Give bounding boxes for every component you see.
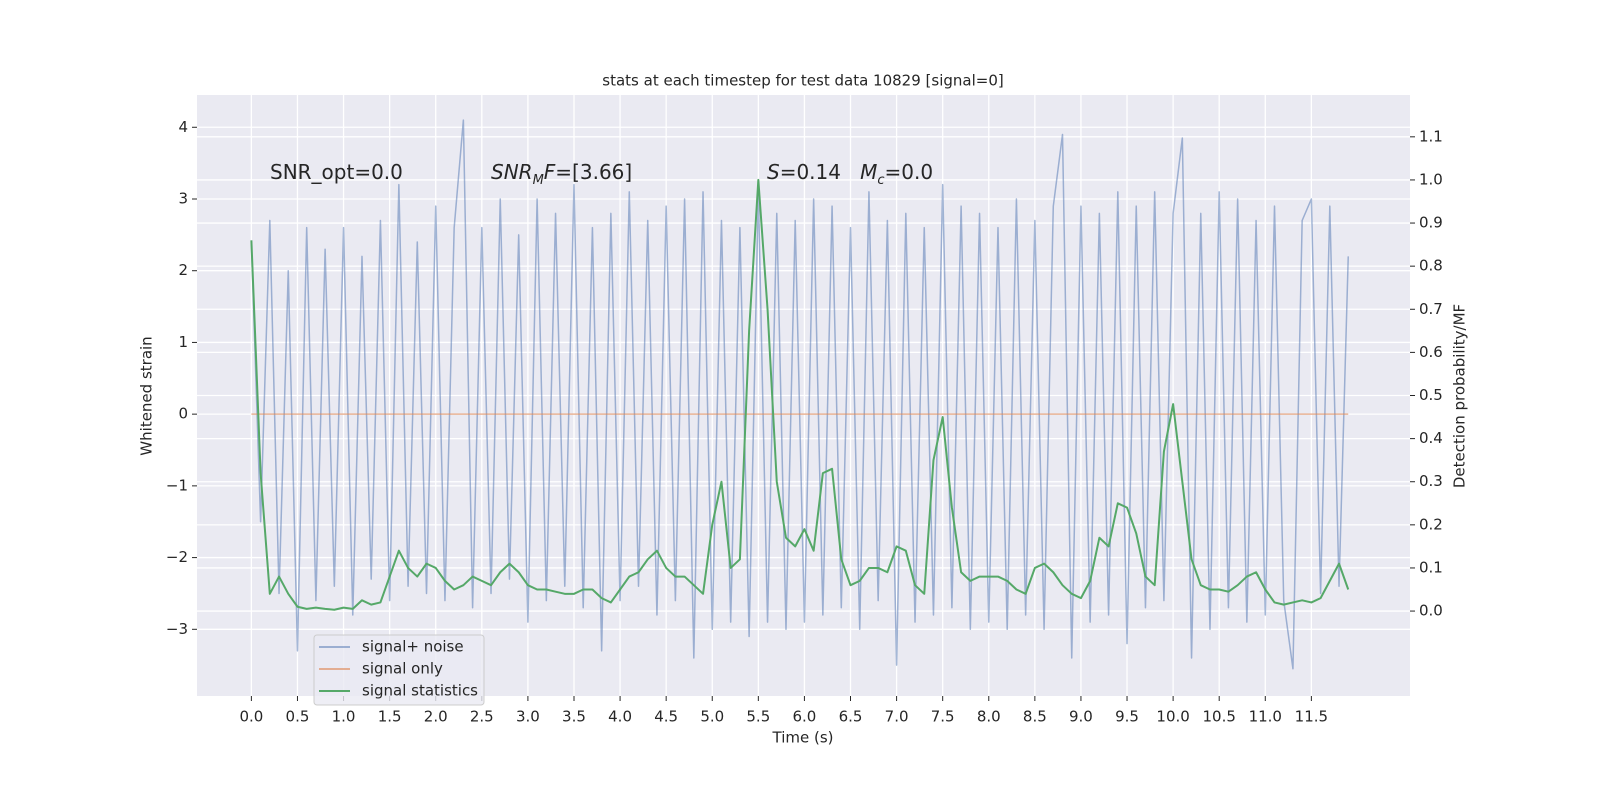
- x-tick-label: 1.5: [378, 708, 402, 726]
- y2-tick-label: 0.0: [1419, 602, 1443, 620]
- y-tick-label: −3: [166, 620, 188, 638]
- y2-tick-label: 0.7: [1419, 300, 1443, 318]
- annotation-part: =0.0: [885, 160, 934, 184]
- annotation: SNRMF=[3.66]: [491, 160, 632, 189]
- y2-tick-label: 0.6: [1419, 343, 1443, 361]
- legend-label: signal statistics: [362, 682, 478, 700]
- legend-box: [313, 634, 485, 706]
- x-tick-label: 2.5: [470, 708, 494, 726]
- x-tick-label: 4.5: [654, 708, 678, 726]
- y-axis-label: Whitened strain: [138, 336, 156, 455]
- annotation: S=0.14 Mc=0.0: [767, 160, 933, 189]
- y2-tick-label: 0.3: [1419, 472, 1443, 490]
- legend-label: signal only: [362, 660, 443, 678]
- y-tick-label: 4: [178, 118, 188, 136]
- y2-tick-label: 0.5: [1419, 386, 1443, 404]
- annotation-part: SNR: [491, 160, 533, 184]
- x-tick-label: 11.0: [1249, 708, 1282, 726]
- x-tick-label: 2.0: [424, 708, 448, 726]
- legend-label: signal+ noise: [362, 638, 464, 656]
- series-line: [250, 119, 1349, 670]
- x-tick-label: 6.5: [839, 708, 863, 726]
- x-tick-label: 6.0: [792, 708, 816, 726]
- x-tick-label: 0.5: [286, 708, 310, 726]
- annotation: SNR_opt=0.0: [270, 160, 403, 184]
- y2-tick-label: 0.9: [1419, 214, 1443, 232]
- x-tick-label: 10.0: [1156, 708, 1189, 726]
- x-axis-label: Time (s): [772, 729, 834, 747]
- y-tick-label: −2: [166, 548, 188, 566]
- y-tick-label: −1: [166, 476, 188, 494]
- annotation-part: F: [544, 160, 556, 184]
- x-tick-label: 0.0: [239, 708, 263, 726]
- x-tick-label: 7.5: [931, 708, 955, 726]
- x-tick-label: 5.0: [700, 708, 724, 726]
- y-tick-label: 3: [178, 189, 188, 207]
- x-tick-label: 9.0: [1069, 708, 1093, 726]
- annotation-part: =[3.66]: [555, 160, 632, 184]
- y2-tick-label: 0.2: [1419, 515, 1443, 533]
- x-tick-label: 5.5: [746, 708, 770, 726]
- x-tick-label: 3.5: [562, 708, 586, 726]
- y-tick-label: 2: [178, 261, 188, 279]
- chart-title: stats at each timestep for test data 108…: [602, 72, 1003, 90]
- annotation-part: M: [860, 160, 877, 184]
- y2-tick-label: 0.8: [1419, 257, 1443, 275]
- x-tick-label: 11.5: [1295, 708, 1328, 726]
- annotation-part: SNR_opt=0.0: [270, 160, 403, 184]
- annotation-part: S: [767, 160, 780, 184]
- x-tick-label: 10.5: [1202, 708, 1235, 726]
- annotation-part: M: [533, 173, 544, 188]
- y2-axis-label: Detection probability/MF: [1451, 304, 1469, 488]
- y-tick-label: 0: [178, 405, 188, 423]
- annotation-part: c: [877, 173, 884, 188]
- y2-tick-label: 0.4: [1419, 429, 1443, 447]
- x-tick-label: 1.0: [332, 708, 356, 726]
- series-line: [250, 178, 1350, 611]
- y2-tick-label: 0.1: [1419, 558, 1443, 576]
- y2-tick-label: 1.0: [1419, 170, 1443, 188]
- x-tick-label: 8.5: [1023, 708, 1047, 726]
- annotation-part: =0.14: [780, 160, 860, 184]
- x-tick-label: 9.5: [1115, 708, 1139, 726]
- x-tick-label: 7.0: [885, 708, 909, 726]
- x-tick-label: 8.0: [977, 708, 1001, 726]
- x-tick-label: 4.0: [608, 708, 632, 726]
- x-tick-label: 3.0: [516, 708, 540, 726]
- y2-tick-label: 1.1: [1419, 127, 1443, 145]
- y-tick-label: 1: [178, 333, 188, 351]
